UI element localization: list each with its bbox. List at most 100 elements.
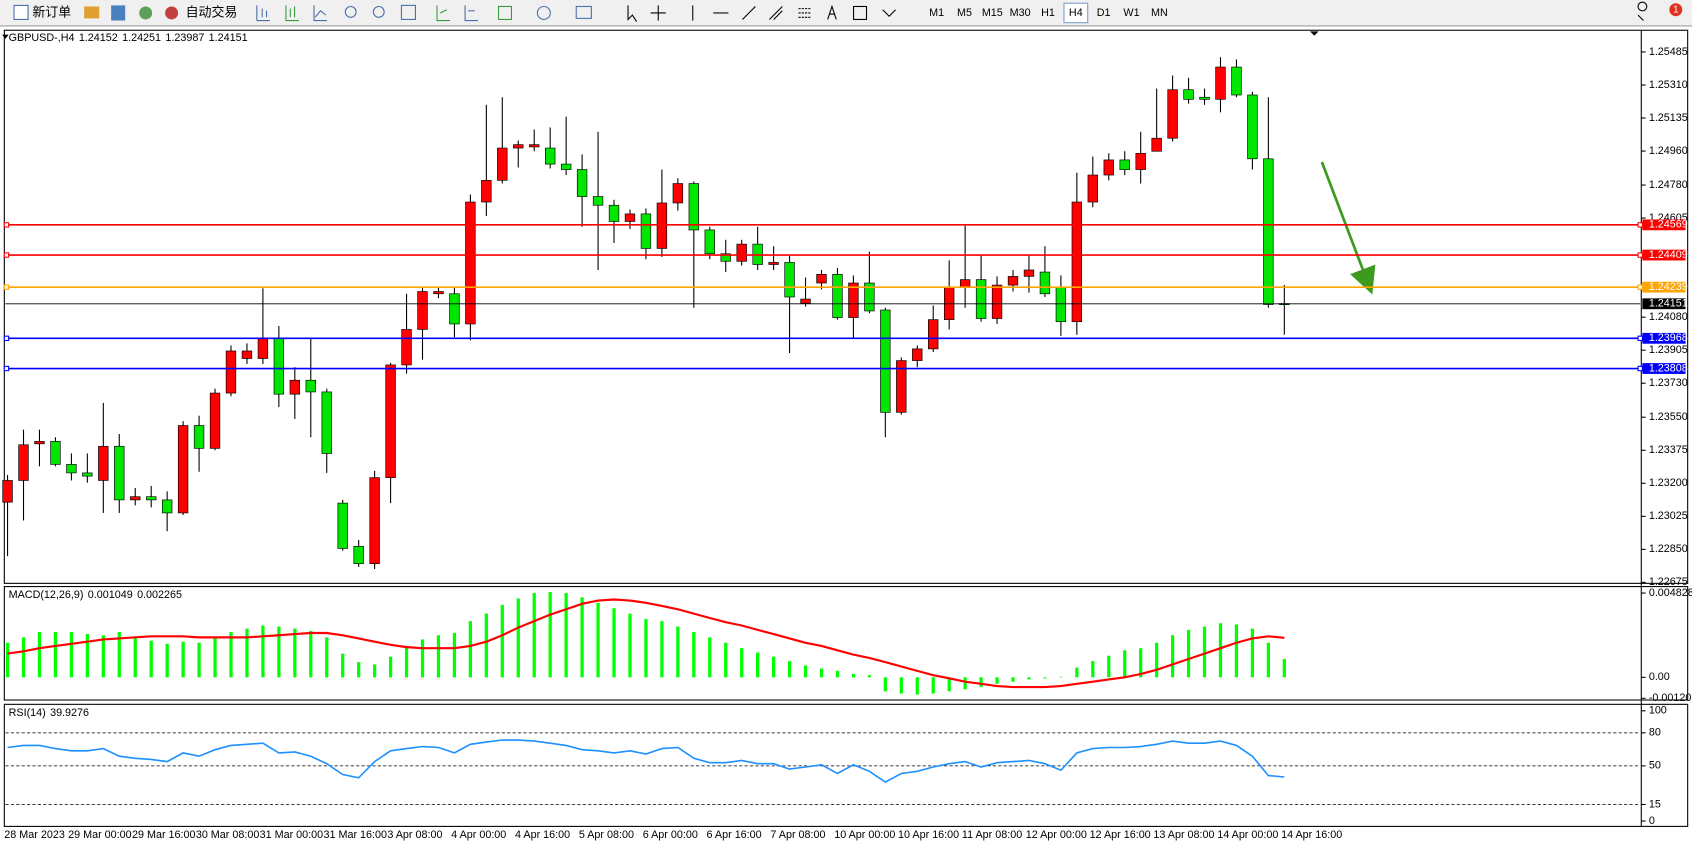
- timeframe-button[interactable]: M5: [957, 7, 972, 19]
- candle-body: [640, 213, 652, 249]
- time-label: 11 Apr 08:00: [962, 829, 1022, 841]
- candle-body: [816, 274, 827, 284]
- fibo-icon[interactable]: [798, 8, 812, 18]
- level-handle: [3, 252, 10, 258]
- candle-body: [800, 298, 811, 304]
- candle-body: [1231, 66, 1242, 96]
- level-label: 1.24409: [1649, 249, 1688, 261]
- candle-body: [1215, 66, 1226, 100]
- channel-icon[interactable]: [769, 6, 783, 20]
- line-icon[interactable]: [313, 5, 327, 22]
- time-label: 12 Apr 16:00: [1090, 829, 1151, 841]
- cursor-icon[interactable]: [627, 5, 638, 22]
- macd-bar: [676, 626, 680, 678]
- macd-bar: [1043, 677, 1047, 679]
- macd-bar: [644, 619, 648, 678]
- timeframe-button[interactable]: MN: [1151, 7, 1168, 19]
- macd-bar: [1202, 626, 1207, 678]
- level-handle: [3, 222, 10, 228]
- candle-body: [146, 496, 157, 501]
- macd-value: 0.001049: [88, 589, 133, 601]
- new-order-icon[interactable]: [13, 4, 29, 20]
- toolbar: 新订单 自动交易: [0, 0, 1692, 27]
- level-handle: [3, 335, 10, 342]
- rsi-tick-label: 100: [1649, 705, 1667, 717]
- candle-body: [385, 364, 396, 478]
- candle-body: [337, 502, 348, 549]
- level-handle: [1637, 284, 1643, 290]
- auto-trading-button[interactable]: 自动交易: [186, 4, 238, 19]
- price-tick-label: 1.24080: [1649, 311, 1688, 323]
- price-tick-label: 1.23730: [1649, 377, 1688, 389]
- macd-bar: [245, 628, 249, 678]
- level-handle: [1637, 222, 1643, 228]
- candle-icon[interactable]: [285, 5, 299, 22]
- candle-body: [576, 169, 588, 197]
- period-icon[interactable]: [536, 5, 551, 20]
- tool-icon[interactable]: [84, 6, 100, 19]
- time-label: 7 Apr 08:00: [770, 829, 825, 841]
- macd-bar: [835, 670, 840, 678]
- trendline-icon[interactable]: [742, 6, 756, 20]
- rsi-tick-label: 50: [1649, 760, 1661, 772]
- timeframe-button[interactable]: M15: [982, 7, 1003, 19]
- indicator-icon[interactable]: [497, 5, 513, 20]
- macd-bar: [1027, 677, 1031, 680]
- timeframe-button[interactable]: W1: [1123, 7, 1139, 19]
- new-order-button[interactable]: 新订单: [32, 4, 71, 19]
- macd-bar: [309, 630, 313, 678]
- candle-body: [896, 360, 907, 413]
- price-tick-label: 1.23025: [1649, 510, 1688, 522]
- candle-body: [975, 279, 987, 319]
- macd-bar: [5, 642, 10, 678]
- auto-trading-icon[interactable]: [165, 6, 179, 20]
- candle-body: [1247, 94, 1258, 160]
- candle-body: [848, 282, 859, 318]
- macd-bar: [724, 642, 728, 678]
- crosshair-icon[interactable]: [650, 5, 666, 21]
- macd-bar: [692, 631, 696, 678]
- text-icon[interactable]: [827, 4, 837, 20]
- scroll-icon[interactable]: [436, 5, 450, 22]
- tool-icon[interactable]: [139, 6, 153, 20]
- price-tick-label: 1.23550: [1649, 411, 1688, 423]
- zoom-out-icon[interactable]: [372, 5, 385, 18]
- tool-icon[interactable]: [111, 5, 126, 21]
- price-tick-label: 1.25485: [1649, 46, 1688, 58]
- macd-bar: [1282, 659, 1286, 678]
- zoom-in-icon[interactable]: [344, 5, 357, 18]
- time-label: 4 Apr 16:00: [515, 829, 570, 841]
- candle-body: [608, 204, 620, 222]
- macd-bar: [373, 664, 377, 678]
- candle-body: [768, 262, 779, 265]
- timeframe-button[interactable]: M1: [929, 7, 944, 19]
- macd-bar: [452, 632, 457, 678]
- macd-bar: [516, 598, 520, 678]
- price-tick-label: 1.22850: [1649, 543, 1688, 555]
- candle-body: [401, 329, 412, 366]
- candle-body: [1135, 152, 1146, 170]
- search-icon[interactable]: [1637, 1, 1648, 21]
- label-icon[interactable]: [853, 5, 868, 20]
- time-label: 10 Apr 16:00: [898, 829, 959, 841]
- notification-badge[interactable]: [1669, 3, 1683, 17]
- macd-bar: [963, 677, 967, 690]
- timeframe-button[interactable]: D1: [1097, 7, 1111, 19]
- candle-body: [1167, 89, 1178, 139]
- time-label: 31 Mar 00:00: [260, 829, 323, 841]
- bar-chart-icon[interactable]: [256, 5, 270, 22]
- price-tick-label: 1.25310: [1649, 79, 1688, 91]
- arrows-icon[interactable]: [882, 9, 897, 17]
- macd-bar: [979, 677, 983, 688]
- macd-bar: [37, 631, 42, 678]
- tile-icon[interactable]: [400, 4, 416, 20]
- timeframe-button[interactable]: H1: [1041, 7, 1055, 19]
- macd-header: MACD(12,26,9) 0.001049 0.002265: [9, 589, 182, 601]
- shift-icon[interactable]: [464, 5, 479, 22]
- price-tick-label: 1.23905: [1649, 344, 1688, 356]
- price-tick-label: 1.24960: [1649, 145, 1688, 157]
- timeframe-button[interactable]: M30: [1010, 7, 1031, 19]
- template-icon[interactable]: [575, 5, 592, 19]
- timeframe-button[interactable]: H4: [1069, 7, 1083, 19]
